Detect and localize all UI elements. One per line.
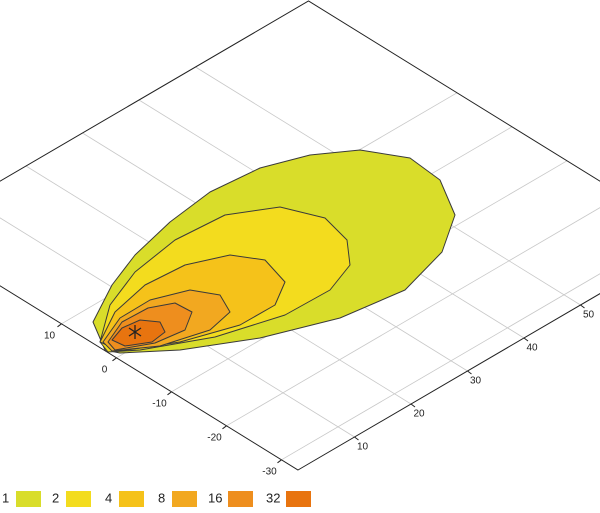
x-tick (354, 436, 359, 441)
x-tick-label: 10 (357, 442, 369, 453)
x-tick (410, 403, 416, 408)
legend-swatch (119, 491, 144, 507)
x-tick (523, 337, 529, 342)
contour (111, 319, 166, 347)
y-tick-label: -10 (152, 398, 167, 409)
legend-swatch (16, 491, 41, 507)
plane-border (0, 0, 600, 471)
legend-label: 4 (105, 490, 112, 505)
legend-label: 32 (266, 490, 280, 505)
x-tick-label: 40 (526, 343, 538, 354)
x-tick-label: 20 (413, 409, 425, 420)
legend-swatch (228, 491, 253, 507)
y-tick-label: -20 (207, 432, 222, 443)
y-tick (167, 391, 172, 396)
y-tick-label: 0 (102, 364, 108, 375)
contours (92, 149, 456, 354)
x-tick-label: 30 (470, 376, 482, 387)
grid-line (281, 273, 600, 461)
x-tick (580, 304, 585, 309)
legend-label: 1 (2, 490, 9, 505)
legend-label: 8 (158, 490, 165, 505)
legend-swatch (172, 491, 197, 507)
legend-swatch (286, 491, 311, 507)
legend-label: 16 (208, 490, 222, 505)
x-tick-label: 50 (583, 310, 595, 321)
legend: 1 2 4 8 16 32 (2, 490, 311, 507)
grid-line (226, 207, 600, 427)
source-marker (128, 327, 142, 337)
y-tick (112, 357, 117, 362)
legend-swatch (66, 491, 91, 507)
y-tick-label: 10 (44, 330, 56, 341)
y-tick (222, 425, 227, 430)
x-tick (467, 370, 472, 375)
legend-label: 2 (52, 490, 59, 505)
y-tick-label: -30 (262, 466, 277, 477)
y-tick (277, 459, 282, 464)
y-tick (57, 323, 62, 328)
